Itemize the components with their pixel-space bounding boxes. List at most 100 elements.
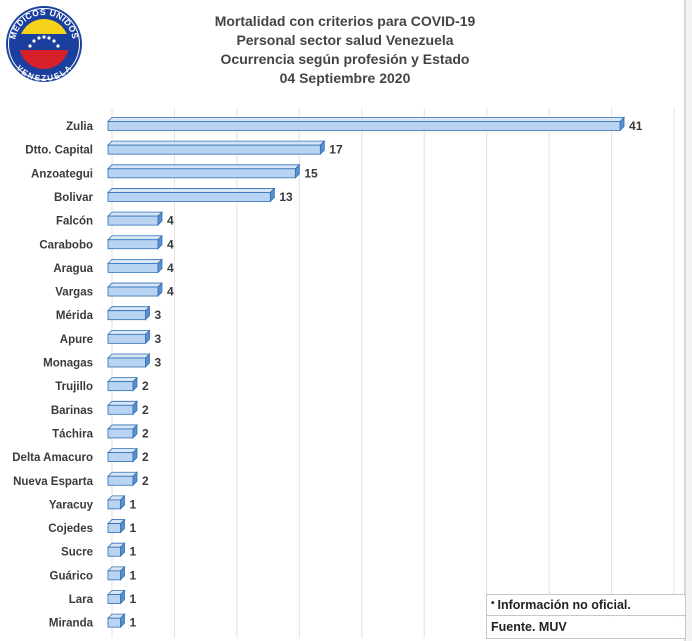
note-unofficial-text: Información no oficial. (497, 598, 631, 612)
bar-front-face (107, 570, 121, 581)
bar-front-face (107, 381, 134, 392)
category-label: Mérida (56, 310, 94, 322)
value-label: 2 (142, 474, 149, 488)
bar-top-face (107, 258, 163, 264)
bar-front-face (107, 215, 159, 226)
value-label: 3 (154, 332, 161, 346)
value-label: 1 (129, 521, 136, 535)
bar-Vargas (107, 282, 163, 298)
title-line-4: 04 Septiembre 2020 (279, 70, 411, 86)
value-label: 4 (167, 285, 174, 299)
note-source: Fuente. MUV (486, 617, 686, 639)
category-label: Apure (60, 334, 93, 346)
value-label: 2 (142, 450, 149, 464)
value-label: 3 (154, 308, 161, 322)
value-label: 2 (142, 403, 149, 417)
bar-Mérida (107, 305, 151, 321)
category-label: Táchira (52, 428, 94, 440)
bar-top-face (107, 140, 326, 146)
bar-front-face (107, 428, 134, 439)
title-line-3: Ocurrencia según profesión y Estado (220, 51, 470, 67)
value-label: 1 (129, 568, 136, 582)
bar-Sucre (107, 542, 126, 558)
bar-top-face (107, 188, 276, 193)
bar-top-face (107, 211, 163, 217)
bar-Delta Amacuro (107, 447, 138, 463)
category-label: Nueva Esparta (13, 476, 94, 488)
bar-Dtto. Capital (107, 140, 326, 156)
gridlines (111, 108, 675, 638)
category-label: Monagas (43, 358, 93, 370)
bar-Guárico (107, 565, 126, 581)
value-label: 2 (142, 426, 149, 440)
category-label: Carabobo (39, 239, 93, 251)
bar-top-face (107, 424, 138, 430)
value-label: 15 (304, 166, 318, 180)
bar-Miranda (107, 613, 126, 629)
bar-front-face (107, 192, 271, 202)
bar-front-face (107, 594, 121, 604)
category-label: Lara (69, 594, 94, 606)
bar-front-face (107, 475, 134, 486)
value-label: 1 (129, 616, 136, 630)
bar-Nueva Esparta (107, 471, 138, 487)
category-label: Zulia (66, 121, 93, 133)
bar-top-face (107, 377, 138, 383)
bar-front-face (107, 286, 159, 297)
title-line-2: Personal sector salud Venezuela (236, 32, 454, 48)
bar-Falcón (107, 211, 163, 227)
bar-front-face (107, 357, 146, 368)
medicos-unidos-logo: MEDICOS UNIDOS VENEZUELA (6, 6, 82, 83)
category-label: Trujillo (55, 381, 93, 393)
value-label: 17 (329, 143, 343, 157)
value-label: 4 (167, 237, 174, 251)
bar-front-face (107, 452, 134, 463)
star-icon (28, 35, 60, 48)
bar-Yaracuy (107, 494, 126, 510)
bar-front-face (107, 499, 121, 510)
bar-Apure (107, 329, 151, 345)
category-label: Barinas (51, 405, 93, 417)
bar-top-face (107, 353, 151, 359)
value-label: 2 (142, 379, 149, 393)
bar-front-face (107, 144, 321, 155)
bar-Anzoategui (107, 163, 301, 179)
bar-top-face (107, 329, 151, 335)
bar-front-face (107, 239, 159, 250)
value-label: 4 (167, 261, 174, 275)
bar-top-face (107, 282, 163, 288)
value-label: 13 (279, 190, 293, 204)
bar-front-face (107, 546, 121, 557)
note-source-text: Fuente. MUV (491, 620, 567, 634)
category-label: Cojedes (48, 523, 93, 535)
bar-top-face (107, 306, 151, 312)
category-label: Guárico (50, 570, 93, 582)
bar-Táchira (107, 423, 138, 439)
scrollbar-edge[interactable] (685, 0, 692, 641)
value-label: 1 (129, 592, 136, 606)
bar-Zulia (107, 116, 626, 132)
bar-top-face (107, 448, 138, 454)
bar-front-face (107, 121, 621, 131)
bar-top-face (107, 400, 138, 406)
bar-top-face (107, 164, 301, 170)
category-label: Dtto. Capital (25, 145, 93, 157)
note-bullet: • (491, 598, 495, 609)
bar-Aragua (107, 258, 163, 274)
bar-front-face (107, 523, 121, 533)
bar-top-face (107, 471, 138, 477)
bar-Trujillo (107, 376, 138, 392)
value-label: 1 (129, 545, 136, 559)
bar-Barinas (107, 400, 138, 416)
bar-front-face (107, 310, 146, 321)
category-label: Falcón (56, 216, 93, 228)
bar-front-face (107, 168, 296, 179)
category-label: Anzoategui (31, 168, 93, 180)
bar-front-face (107, 617, 121, 628)
category-label: Sucre (61, 547, 93, 559)
category-label: Vargas (55, 287, 93, 299)
bar-top-face (107, 235, 163, 241)
value-label: 1 (129, 497, 136, 511)
